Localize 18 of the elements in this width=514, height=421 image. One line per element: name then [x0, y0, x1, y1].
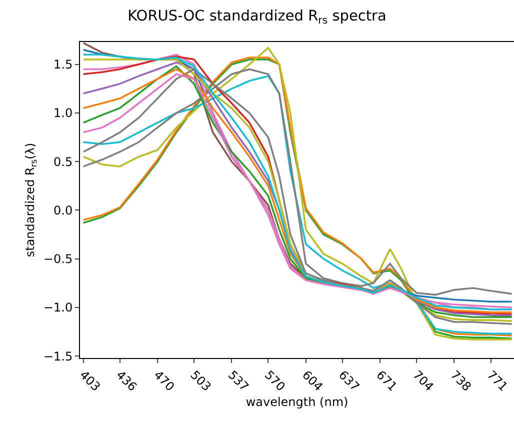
- y-tick-label: 0.5: [54, 154, 73, 169]
- x-tick-label: 503: [188, 368, 214, 394]
- x-tick-label: 637: [336, 368, 362, 394]
- y-tick-label: 1.0: [54, 106, 73, 120]
- x-tick-label: 403: [76, 368, 104, 394]
- x-tick-label: 436: [113, 368, 140, 394]
- x-tick-label: 604: [299, 368, 326, 394]
- x-tick-label: 570: [262, 368, 288, 394]
- y-tick-label: 1.5: [54, 58, 73, 72]
- x-tick-label: 470: [151, 368, 178, 394]
- y-tick-label: −1.5: [43, 349, 73, 364]
- x-tick-label: 537: [225, 368, 252, 394]
- chart-title: KORUS-OC standardized R$_{rs}$ spectra: [128, 8, 386, 27]
- x-tick-label: 671: [374, 368, 400, 394]
- y-tick-label: 0.0: [54, 203, 73, 218]
- y-tick-label: −1.0: [43, 300, 73, 315]
- x-axis-title: wavelength (nm): [246, 394, 348, 409]
- y-tick-label: −0.5: [43, 252, 73, 266]
